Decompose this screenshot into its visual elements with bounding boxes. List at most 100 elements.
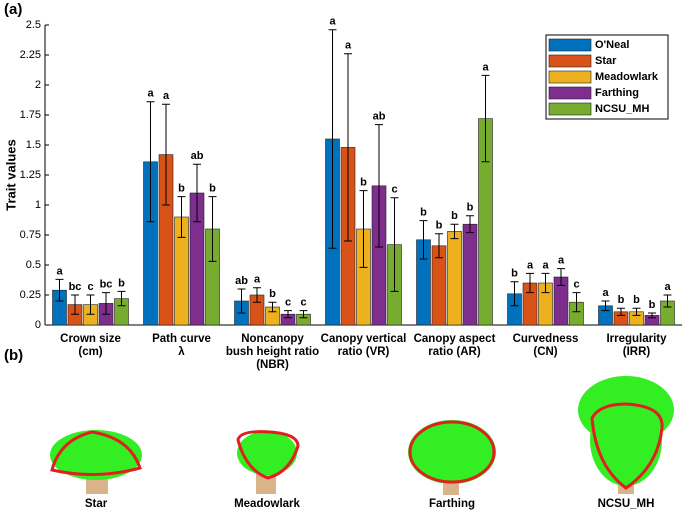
error-bar [435,233,443,259]
significance-letter: b [618,294,625,306]
outline [408,420,496,484]
error-bar [481,74,490,163]
significance-letter: b [649,299,656,311]
error-bar [237,288,246,314]
error-bar [253,287,261,303]
error-bar [146,101,155,223]
significance-letter: c [573,279,579,291]
error-bar [162,103,170,206]
tree-label: Star [85,498,108,510]
error-bar [390,197,399,292]
significance-letter: ab [235,275,248,287]
x-tick-label: Curvedness (CN) [513,333,579,358]
y-tick-label: 1.5 [26,139,41,151]
error-bar [510,281,519,307]
error-bar [466,215,474,234]
significance-letter: a [254,274,261,286]
x-tick-label: Canopy vertical ratio (VR) [321,333,407,358]
error-bar [632,307,641,316]
tree-illustrations [50,376,674,495]
legend-label: Farthing [595,87,639,99]
error-bar [663,294,672,308]
error-bar [55,278,64,302]
error-bar [177,196,186,238]
significance-letter: a [664,281,671,293]
tree [50,430,142,494]
error-bar [375,124,383,248]
significance-letter: b [118,277,125,289]
y-tick-label: 0 [35,319,41,331]
x-tick-label: Noncanopy bush height ratio (NBR) [226,333,319,371]
significance-letter: bc [100,279,113,291]
significance-letter: c [285,297,291,309]
significance-letter: a [147,88,154,100]
canopy [408,420,496,484]
significance-letter: b [269,288,276,300]
legend-label: O'Neal [595,39,629,51]
significance-letter: b [360,177,367,189]
significance-letter: a [482,61,489,73]
panel-label: (b) [4,347,23,364]
canopy [237,431,297,475]
error-bar [268,301,277,313]
x-tick-label: Crown size (cm) [60,333,121,358]
significance-letter: a [602,287,609,299]
significance-letter: b [633,294,640,306]
y-tick-label: 1.25 [20,169,41,181]
error-bar [541,272,550,294]
significance-letter: b [511,268,518,280]
y-tick-label: 1 [35,199,41,211]
error-bar [617,307,625,316]
legend-label: NCSU_MH [595,103,649,115]
error-bar [601,300,610,312]
significance-letter: ab [191,150,204,162]
tree-label: Farthing [429,498,475,510]
x-tick-label: Irregularity (IRR) [606,333,667,358]
outline [236,430,300,480]
legend-swatch [548,102,592,116]
panel-label: (a) [4,1,22,18]
y-tick-label: 2.5 [26,19,41,31]
significance-letter: a [542,259,549,271]
significance-letter: b [451,210,458,222]
legend-swatch [548,86,592,100]
significance-letter: a [329,16,336,28]
significance-letter: c [300,297,306,309]
legend-label: Star [595,55,617,67]
significance-letter: a [558,255,565,267]
significance-letter: a [345,40,352,52]
error-bar [71,294,79,315]
legend-swatch [548,70,592,84]
bar [447,231,462,326]
bar [462,223,478,326]
error-bar [572,292,581,313]
y-axis-label: Trait values [3,139,18,211]
tree [578,376,674,494]
outline [590,402,664,490]
x-tick-label: Path curve λ [152,333,211,358]
significance-letter: b [420,207,427,219]
error-bar [450,223,459,240]
y-tick-label: 0.25 [20,289,41,301]
y-tick-label: 0.75 [20,229,41,241]
x-tick-label: Canopy aspect ratio (AR) [414,333,496,358]
significance-letter: b [178,183,185,195]
error-bar [419,220,428,260]
error-bar [284,310,292,319]
y-tick-label: 2 [35,79,41,91]
y-tick-label: 2.25 [20,49,41,61]
significance-letter: c [87,281,93,293]
significance-letter: b [467,202,474,214]
error-bar [193,163,201,223]
error-bar [526,272,534,294]
error-bar [102,292,110,315]
tree-label: Meadowlark [234,498,300,510]
tree [408,420,496,495]
error-bar [359,190,368,268]
significance-letter: a [56,265,63,277]
error-bar [117,290,126,307]
significance-letter: ab [373,111,386,123]
y-tick-label: 0.5 [26,259,41,271]
significance-letter: c [391,184,397,196]
